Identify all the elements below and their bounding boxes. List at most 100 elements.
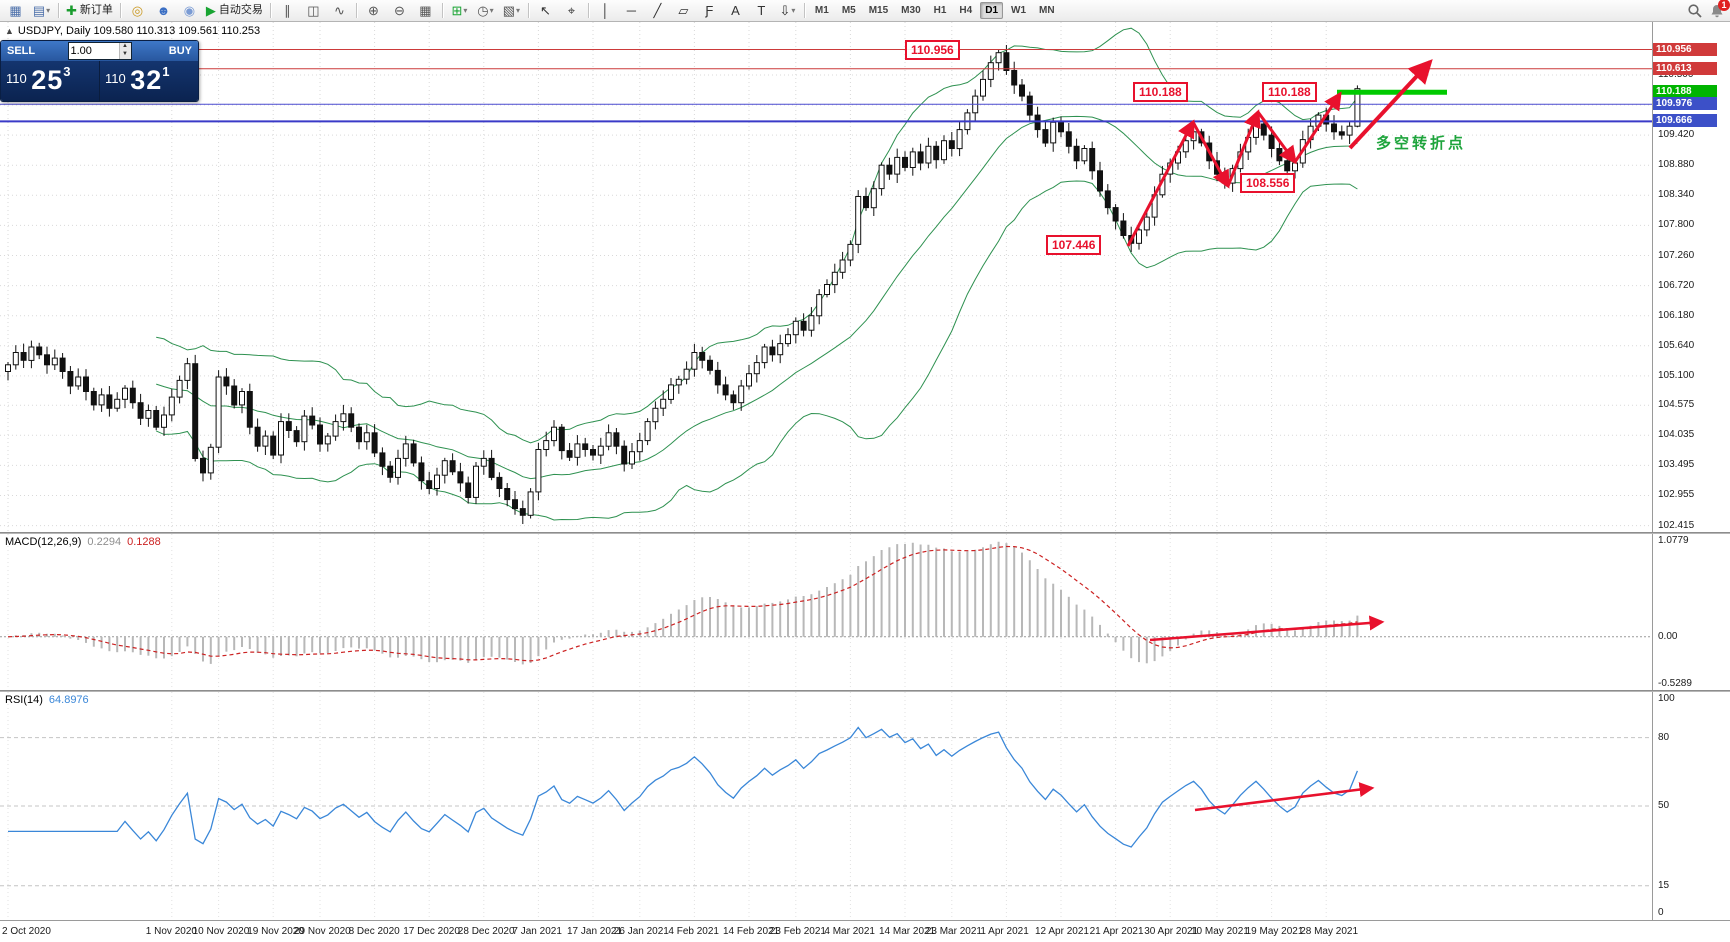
line-chart-button[interactable]: ∿ xyxy=(327,0,352,21)
oneclick-collapse-icon[interactable]: ▲ xyxy=(5,26,14,36)
price-annotation-box[interactable]: 110.188 xyxy=(1262,82,1317,103)
bar-chart-button[interactable]: ∥ xyxy=(275,0,300,21)
cursor-button[interactable]: ↖ xyxy=(533,0,558,21)
timeframe-h1-button[interactable]: H1 xyxy=(933,5,947,16)
buy-price[interactable]: 110 321 xyxy=(100,61,198,101)
toolbar: ▦ ▤ ▾ ✚ 新订单 ◎ ☻ ◉ ▶ 自动交易 ∥ ◫ ∿ ⊕ ⊖ ▦ ⊞ ▾ ◷ ▾ ▧ ▾ ↖ ⌖ │ ─ ╱ ▱ Ƒ A T ⇩ ▾ M1… xyxy=(0,0,1730,22)
arrows-icon: ⇩ xyxy=(779,3,791,18)
date-tick: 21 Apr 2021 xyxy=(1089,926,1144,937)
timeframe-w1-button[interactable]: W1 xyxy=(1011,5,1027,16)
one-click-trading-panel: SELL ▲ ▼ BUY 110 253 110 321 xyxy=(0,40,199,102)
date-tick: 1 Apr 2021 xyxy=(980,926,1029,937)
turning-point-note[interactable]: 多空转折点 xyxy=(1376,134,1467,152)
tile-windows-button[interactable]: ▦ xyxy=(413,0,438,21)
alerts-bell-icon[interactable]: 1 xyxy=(1709,0,1730,19)
timeframe-m15-button[interactable]: M15 xyxy=(868,5,889,16)
date-tick: 10 Nov 2020 xyxy=(192,926,250,937)
price-level-badge: 110.188 xyxy=(1653,85,1717,99)
price-annotation-box[interactable]: 110.956 xyxy=(905,39,960,60)
macd-panel[interactable]: MACD(12,26,9) 0.2294 0.1288 1.0779 0.00 -0.5… xyxy=(0,534,1730,690)
timeframe-d1-button[interactable]: D1 xyxy=(980,2,1004,19)
main-chart-panel[interactable]: ▲ USDJPY, Daily 109.580 110.313 109.561 1… xyxy=(0,22,1730,532)
price-tick: 106.720 xyxy=(1658,279,1695,291)
new-order-icon: ✚ xyxy=(66,3,77,18)
macd-tick: -0.5289 xyxy=(1658,677,1692,689)
new-order-button[interactable]: ✚ 新订单 xyxy=(63,0,116,21)
toolbar-separator xyxy=(269,3,271,18)
indicators-button[interactable]: ⊞ ▾ xyxy=(447,0,472,21)
price-annotation-box[interactable]: 108.556 xyxy=(1240,173,1296,194)
panel-resize-handle[interactable] xyxy=(0,690,1730,692)
templates-icon: ▧ xyxy=(502,3,516,18)
trendline-button[interactable]: ╱ xyxy=(645,0,670,21)
autotrading-button[interactable]: ▶ 自动交易 xyxy=(203,0,266,21)
rsi-tick: 80 xyxy=(1658,731,1670,743)
help-icon: ◉ xyxy=(183,3,196,18)
buy-button[interactable]: BUY xyxy=(168,45,192,57)
sell-price[interactable]: 110 253 xyxy=(1,61,100,101)
macd-tick: 0.00 xyxy=(1658,630,1678,642)
candlestick-chart-button[interactable]: ◫ xyxy=(301,0,326,21)
date-tick: 29 Nov 2020 xyxy=(294,926,351,937)
macd-chart[interactable] xyxy=(0,534,1652,690)
help-button[interactable]: ◉ xyxy=(177,0,202,21)
price-tick: 104.035 xyxy=(1658,429,1695,441)
timeframe-mn-button[interactable]: MN xyxy=(1039,5,1055,16)
rsi-chart[interactable] xyxy=(0,692,1652,920)
toolbar-separator xyxy=(803,3,805,18)
channel-button[interactable]: ▱ xyxy=(671,0,696,21)
macd-axis[interactable]: 1.0779 0.00 -0.5289 xyxy=(1652,534,1730,690)
volume-input[interactable] xyxy=(68,45,117,57)
timeframe-m30-button[interactable]: M30 xyxy=(901,5,921,16)
cursor-icon: ↖ xyxy=(539,3,551,18)
volume-stepper[interactable]: ▲ ▼ xyxy=(67,42,132,60)
new-chart-button[interactable]: ▦ xyxy=(3,0,28,21)
candlestick-chart[interactable] xyxy=(0,22,1652,532)
symbol-ohlc-text: USDJPY, Daily 109.580 110.313 109.561 11… xyxy=(17,25,261,37)
date-tick: 2 Oct 2020 xyxy=(2,926,51,937)
text-button[interactable]: A xyxy=(723,0,748,21)
price-annotation-box[interactable]: 110.188 xyxy=(1133,82,1188,103)
time-axis[interactable]: 2 Oct 2020 1 Nov 2020 10 Nov 2020 19 Nov 20… xyxy=(0,920,1730,942)
arrows-button[interactable]: ⇩ ▾ xyxy=(775,0,800,21)
market-watch-button[interactable]: ◎ xyxy=(125,0,150,21)
zoom-in-button[interactable]: ⊕ xyxy=(361,0,386,21)
profiles-button[interactable]: ▤ ▾ xyxy=(29,0,54,21)
zoom-out-button[interactable]: ⊖ xyxy=(387,0,412,21)
price-annotation-box[interactable]: 107.446 xyxy=(1046,235,1102,256)
volume-down-button[interactable]: ▼ xyxy=(118,51,131,59)
date-tick: 19 May 2021 xyxy=(1245,926,1304,937)
search-icon[interactable] xyxy=(1687,3,1703,19)
timeframe-m1-button[interactable]: M1 xyxy=(814,5,829,16)
crosshair-button[interactable]: ⌖ xyxy=(559,0,584,21)
timeframe-m5-button[interactable]: M5 xyxy=(841,5,856,16)
timeframe-h4-button[interactable]: H4 xyxy=(959,5,973,16)
periods-button[interactable]: ◷ ▾ xyxy=(473,0,498,21)
date-tick: 4 Feb 2021 xyxy=(668,926,719,937)
vertical-line-button[interactable]: │ xyxy=(593,0,618,21)
price-tick: 108.340 xyxy=(1658,189,1695,201)
zoom-in-icon: ⊕ xyxy=(367,3,379,18)
text-icon: A xyxy=(731,3,740,18)
profiles-icon: ▤ xyxy=(32,3,46,18)
crosshair-icon: ⌖ xyxy=(567,3,576,18)
date-tick: 4 Mar 2021 xyxy=(824,926,875,937)
volume-up-button[interactable]: ▲ xyxy=(118,43,131,51)
rsi-panel[interactable]: RSI(14) 64.8976 100 80 50 15 0 xyxy=(0,692,1730,920)
text-label-button[interactable]: T xyxy=(749,0,774,21)
panel-resize-handle[interactable] xyxy=(0,532,1730,534)
chevron-down-icon: ▾ xyxy=(463,6,468,15)
community-button[interactable]: ☻ xyxy=(151,0,176,21)
fibonacci-button[interactable]: Ƒ xyxy=(697,0,722,21)
horizontal-line-button[interactable]: ─ xyxy=(619,0,644,21)
sell-price-big: 25 xyxy=(31,65,64,95)
price-axis[interactable]: 110.500109.960109.420108.880108.340107.8… xyxy=(1652,22,1730,532)
new-order-label: 新订单 xyxy=(79,4,113,16)
chevron-down-icon: ▾ xyxy=(46,6,51,15)
date-tick: 26 Jan 2021 xyxy=(613,926,669,937)
sell-button[interactable]: SELL xyxy=(7,45,36,57)
date-tick: 28 May 2021 xyxy=(1300,926,1359,937)
templates-button[interactable]: ▧ ▾ xyxy=(499,0,524,21)
rsi-axis[interactable]: 100 80 50 15 0 xyxy=(1652,692,1730,920)
price-tick: 107.260 xyxy=(1658,249,1695,261)
